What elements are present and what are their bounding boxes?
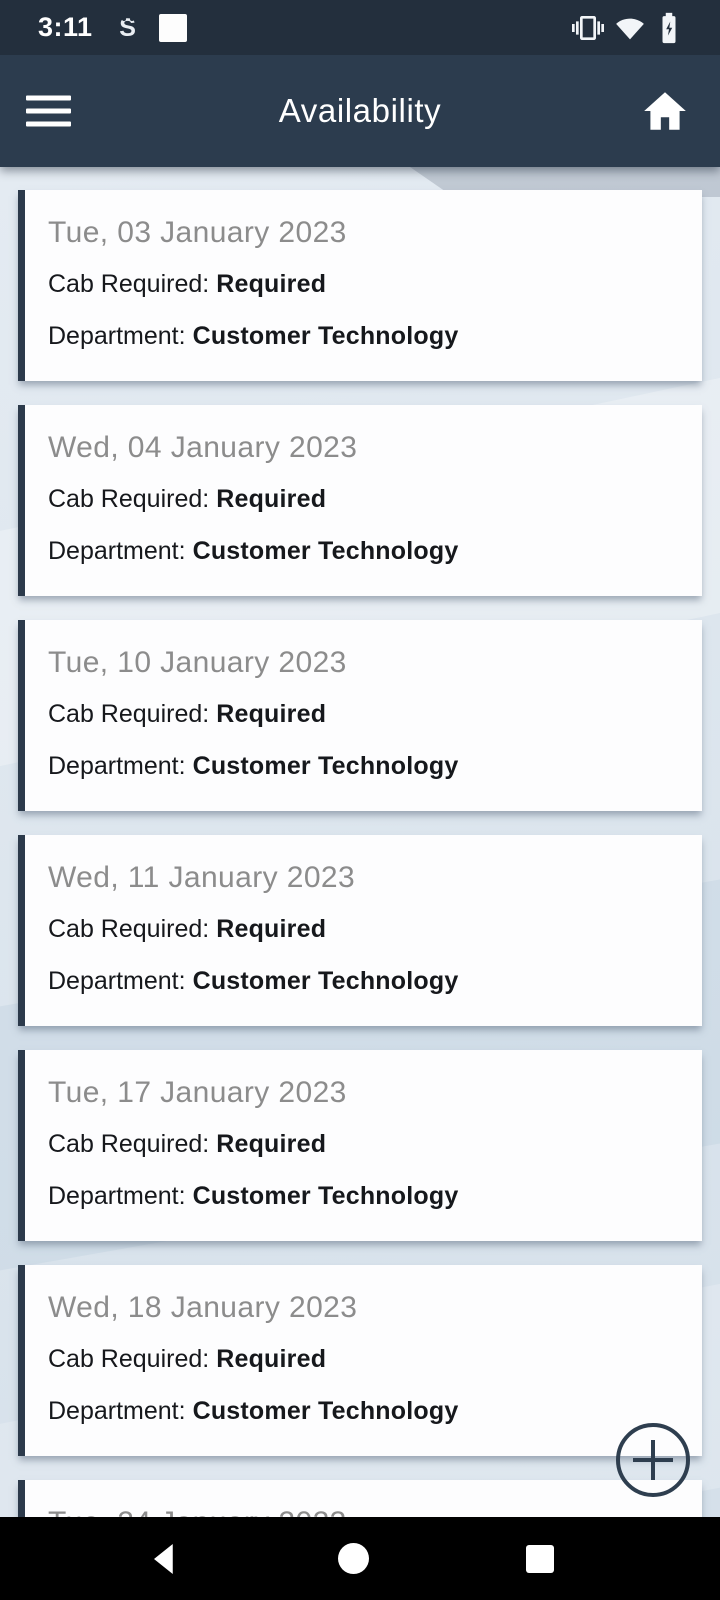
card-date: Tue, 24 January 2023 <box>48 1507 682 1518</box>
cab-required-row: Cab Required: Required <box>48 270 682 299</box>
availability-card[interactable]: Tue, 10 January 2023 Cab Required: Requir… <box>18 620 702 811</box>
home-icon <box>644 92 686 130</box>
availability-card[interactable]: Wed, 04 January 2023 Cab Required: Requir… <box>18 405 702 596</box>
cab-required-label: Cab Required: <box>48 270 210 298</box>
card-date: Tue, 17 January 2023 <box>48 1076 347 1109</box>
wifi-icon <box>616 18 644 39</box>
cab-required-row: Cab Required: Required <box>48 700 682 729</box>
cab-required-label: Cab Required: <box>48 485 210 513</box>
availability-list[interactable]: Tue, 03 January 2023 Cab Required: Requir… <box>0 167 720 1517</box>
cab-required-value: Required <box>216 1130 327 1158</box>
hamburger-icon <box>26 95 71 101</box>
availability-card[interactable]: Wed, 11 January 2023 Cab Required: Requir… <box>18 835 702 1026</box>
vibrate-icon <box>572 15 604 40</box>
department-value: Customer Technology <box>192 537 459 565</box>
cab-required-label: Cab Required: <box>48 1130 210 1158</box>
department-value: Customer Technology <box>192 1397 459 1425</box>
home-nav-button[interactable] <box>325 1531 381 1587</box>
home-circle-icon <box>337 1543 369 1574</box>
app-s-notification-icon: S <box>115 12 141 44</box>
cab-required-row: Cab Required: Required <box>48 1345 682 1374</box>
cab-required-row: Cab Required: Required <box>48 915 682 944</box>
back-button[interactable] <box>136 1531 192 1587</box>
plus-icon <box>633 1440 673 1480</box>
back-icon <box>154 1543 173 1574</box>
screenshot-notification-icon <box>158 13 187 42</box>
add-availability-fab[interactable] <box>616 1423 690 1497</box>
cab-required-value: Required <box>216 270 327 298</box>
department-value: Customer Technology <box>192 967 459 995</box>
card-date: Wed, 11 January 2023 <box>48 861 356 894</box>
department-label: Department: <box>48 752 186 780</box>
availability-card[interactable]: Tue, 17 January 2023 Cab Required: Requir… <box>18 1050 702 1241</box>
department-row: Department: Customer Technology <box>48 322 682 351</box>
menu-button[interactable] <box>26 95 71 127</box>
department-value: Customer Technology <box>192 752 459 780</box>
battery-charging-icon <box>662 12 676 43</box>
card-date: Wed, 18 January 2023 <box>48 1291 358 1324</box>
cab-required-label: Cab Required: <box>48 1345 210 1373</box>
cab-required-value: Required <box>216 1345 327 1373</box>
cab-required-row: Cab Required: Required <box>48 1130 682 1159</box>
app-bar: Availability <box>0 55 720 167</box>
recents-square-icon <box>526 1544 554 1573</box>
navigation-bar <box>0 1517 720 1600</box>
cab-required-label: Cab Required: <box>48 915 210 943</box>
cab-required-value: Required <box>216 485 327 513</box>
page-title: Availability <box>278 92 442 129</box>
recents-button[interactable] <box>512 1531 568 1587</box>
cab-required-row: Cab Required: Required <box>48 485 682 514</box>
department-value: Customer Technology <box>192 1182 459 1210</box>
status-icons <box>572 11 682 45</box>
department-row: Department: Customer Technology <box>48 537 682 566</box>
department-label: Department: <box>48 967 186 995</box>
card-date: Wed, 04 January 2023 <box>48 431 358 464</box>
availability-card-partial[interactable]: Tue, 24 January 2023 Cab Required:Requir… <box>18 1480 702 1517</box>
cab-required-value: Required <box>216 915 327 943</box>
department-row: Department: Customer Technology <box>48 1397 682 1426</box>
department-label: Department: <box>48 537 186 565</box>
status-bar: 3:11 S <box>0 0 720 55</box>
availability-card[interactable]: Tue, 03 January 2023 Cab Required: Requir… <box>18 190 702 381</box>
card-date: Tue, 03 January 2023 <box>48 216 347 249</box>
cab-required-value: Required <box>216 700 327 728</box>
cab-required-label: Cab Required: <box>48 700 210 728</box>
department-label: Department: <box>48 1182 186 1210</box>
availability-card[interactable]: Wed, 18 January 2023 Cab Required: Requir… <box>18 1265 702 1456</box>
department-row: Department: Customer Technology <box>48 967 682 996</box>
department-row: Department: Customer Technology <box>48 752 682 781</box>
clock: 3:11 <box>38 12 93 42</box>
department-label: Department: <box>48 1397 186 1425</box>
department-row: Department: Customer Technology <box>48 1182 682 1211</box>
card-date: Tue, 10 January 2023 <box>48 646 347 679</box>
department-label: Department: <box>48 322 186 350</box>
department-value: Customer Technology <box>192 322 459 350</box>
home-button[interactable] <box>640 86 690 136</box>
